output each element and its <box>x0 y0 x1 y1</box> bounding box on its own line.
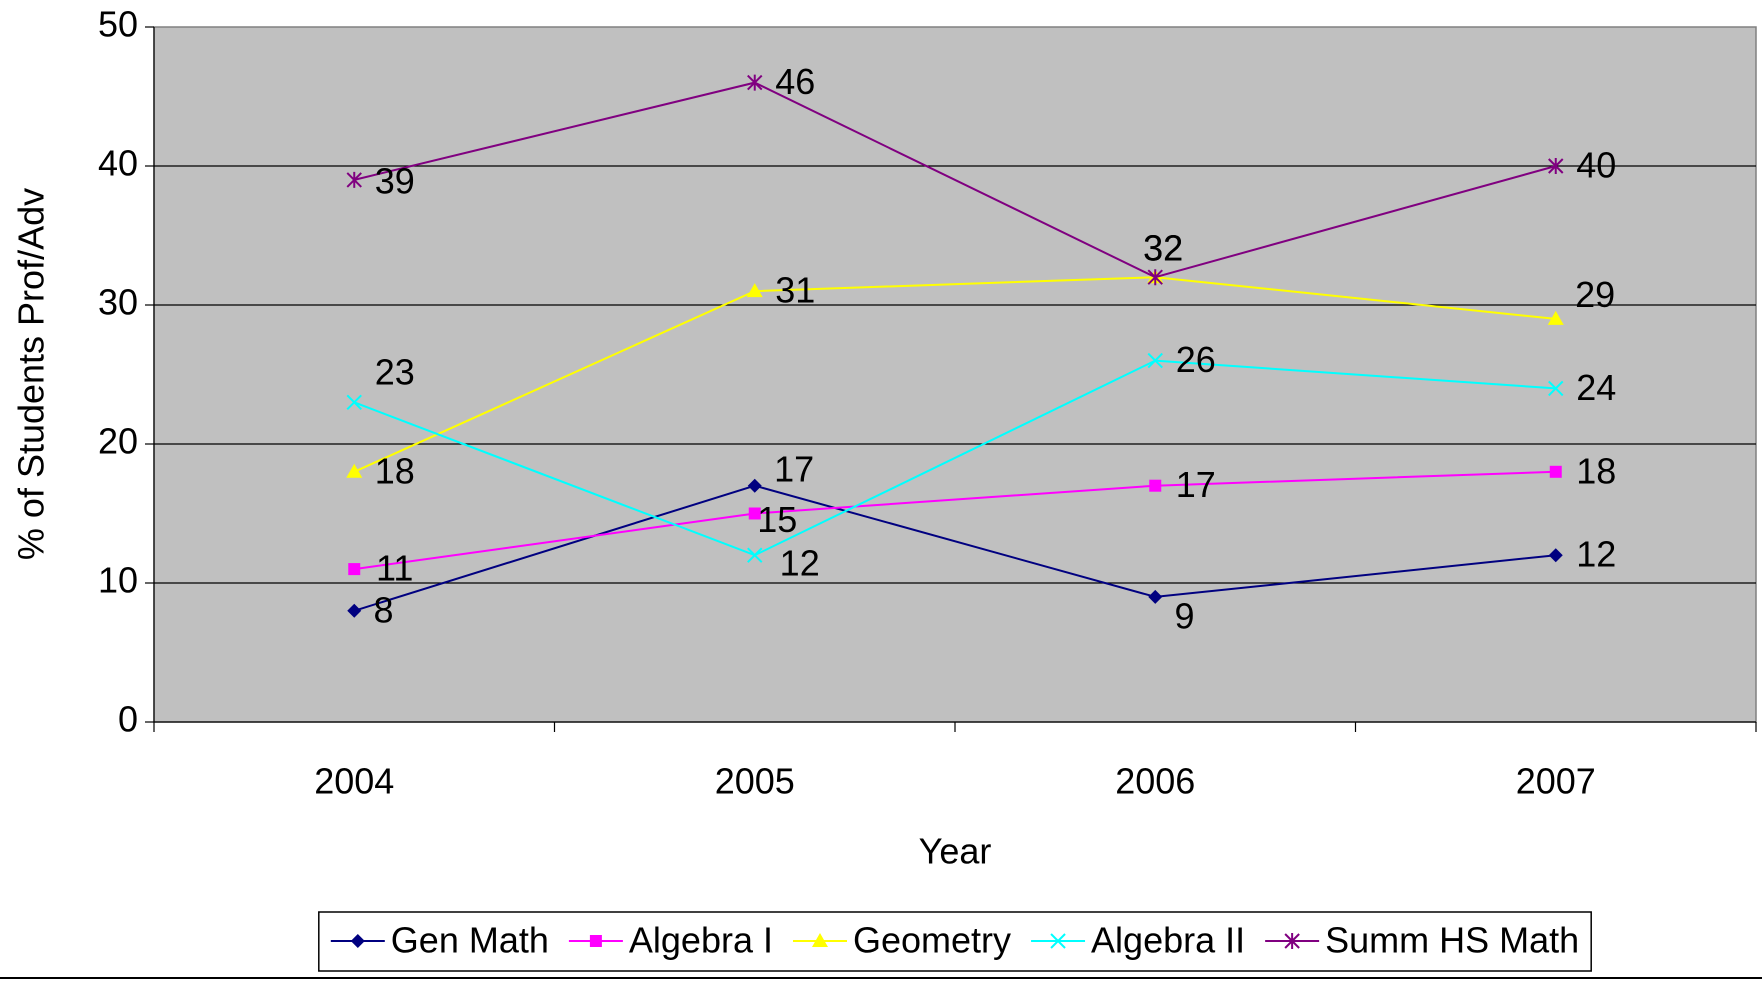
y-tick-label: 30 <box>98 282 138 323</box>
point <box>1548 380 1564 397</box>
point <box>1549 465 1562 478</box>
y-axis-title: % of Students Prof/Adv <box>11 188 52 560</box>
data-label: 17 <box>1176 464 1216 505</box>
y-tick-label: 50 <box>98 4 138 45</box>
series-line <box>353 484 1556 612</box>
data-label: 8 <box>373 589 393 630</box>
point <box>348 563 361 576</box>
data-label: 26 <box>1176 339 1216 380</box>
point <box>1548 548 1563 563</box>
data-label: 39 <box>375 161 415 202</box>
legend-marker <box>1284 933 1300 949</box>
data-label: 18 <box>1576 450 1616 491</box>
point <box>1547 310 1564 325</box>
x-tick-label: 2005 <box>715 761 795 802</box>
point <box>346 394 362 411</box>
y-tick-label: 10 <box>98 560 138 601</box>
legend-marker <box>589 935 602 947</box>
legend-box <box>318 911 1592 972</box>
legend-label: Algebra I <box>629 920 773 961</box>
data-label: 11 <box>376 548 413 589</box>
data-label: 32 <box>1143 228 1183 269</box>
legend-label: Summ HS Math <box>1325 920 1579 961</box>
point <box>1147 269 1163 286</box>
legend-marker <box>1050 933 1066 949</box>
data-label: 31 <box>775 270 815 311</box>
legend-label: Geometry <box>853 920 1011 961</box>
data-label: 17 <box>774 448 814 489</box>
y-tick-label: 0 <box>118 699 138 740</box>
y-tick-label: 20 <box>98 421 138 462</box>
legend-label: Algebra II <box>1091 920 1245 961</box>
point <box>1548 158 1564 174</box>
plot-area <box>153 26 1757 723</box>
point <box>748 507 761 520</box>
data-label: 12 <box>780 543 820 584</box>
y-tick-label: 40 <box>98 143 138 184</box>
x-tick-label: 2007 <box>1516 761 1596 802</box>
series-line <box>353 276 1556 473</box>
point <box>747 74 763 91</box>
data-label: 9 <box>1174 596 1194 637</box>
legend-label: Gen Math <box>391 920 549 961</box>
x-tick-label: 2004 <box>314 761 394 802</box>
point <box>747 478 762 493</box>
point <box>1149 479 1162 492</box>
data-label: 40 <box>1576 145 1616 186</box>
data-label: 29 <box>1575 274 1615 315</box>
data-label: 18 <box>375 450 415 491</box>
legend: Gen Math Algebra I Geometry Algebra II Summ … <box>318 911 1592 972</box>
point <box>1147 352 1163 369</box>
series-line <box>353 359 1556 557</box>
point <box>746 283 763 298</box>
data-label: 46 <box>775 61 815 102</box>
point <box>346 171 362 188</box>
point <box>1148 589 1163 604</box>
data-label: 12 <box>1576 534 1616 575</box>
x-tick-label: 2006 <box>1115 761 1195 802</box>
data-label: 15 <box>757 499 797 540</box>
data-label: 23 <box>375 352 415 393</box>
data-label: 32 <box>1143 228 1183 269</box>
legend-marker <box>811 933 828 947</box>
series-line <box>354 81 1557 279</box>
series-line <box>354 470 1556 571</box>
point <box>347 603 362 618</box>
point <box>747 547 763 563</box>
x-axis-title: Year <box>919 831 992 872</box>
point <box>346 463 363 478</box>
data-label: 24 <box>1576 367 1616 408</box>
legend-marker <box>350 934 365 948</box>
